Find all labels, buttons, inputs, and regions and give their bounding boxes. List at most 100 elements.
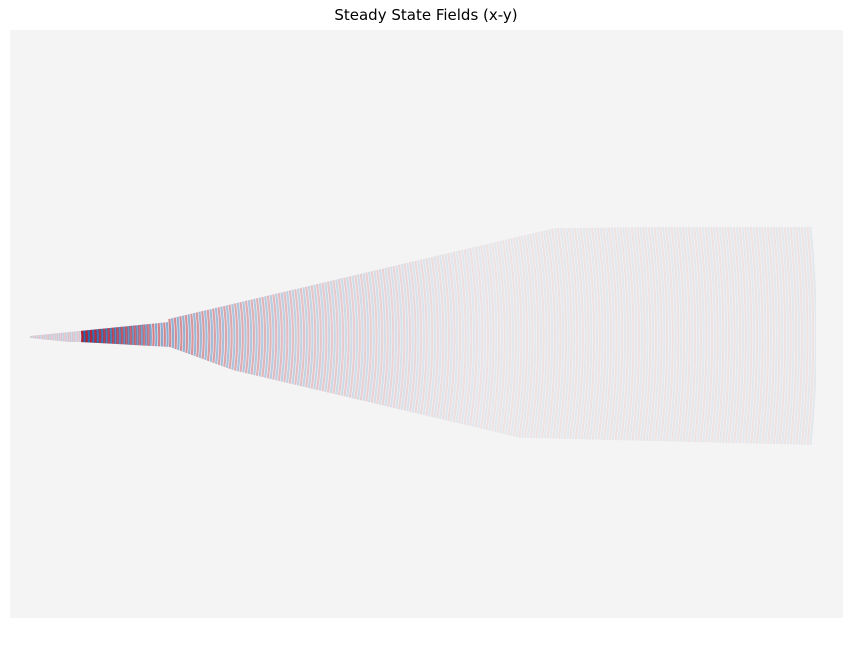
wavefront-arc — [556, 227, 568, 445]
wavefront-arc — [542, 230, 554, 444]
wavefront-arc — [217, 307, 222, 367]
wavefront-arc — [324, 281, 331, 393]
wavefront-arc — [302, 287, 308, 387]
wavefront-arc — [488, 243, 498, 431]
wavefront-arc — [253, 298, 258, 376]
wavefront-arc — [639, 226, 649, 445]
wavefront-arc — [233, 303, 239, 371]
wavefront-arc — [656, 226, 666, 445]
wavefront-arc — [758, 226, 767, 445]
wavefront-arc — [593, 226, 604, 445]
wavefront-arc — [277, 292, 283, 382]
wavefront-arc — [356, 274, 364, 400]
wavefront-arc — [515, 236, 526, 438]
wavefront-arc — [658, 226, 669, 445]
wavefront-arc — [641, 226, 652, 445]
wavefront-arc — [370, 271, 378, 403]
wavefront-arc — [337, 278, 345, 396]
wavefront-arc — [526, 234, 537, 440]
wavefront-arc — [376, 269, 384, 405]
wavefront-arc — [537, 231, 548, 443]
wavefront-arc — [610, 226, 621, 445]
wavefront-arc — [786, 226, 795, 445]
wavefront-arc — [315, 283, 322, 391]
wavefront-arc — [381, 268, 389, 406]
wavefront-arc — [584, 226, 596, 445]
wavefront-arc — [548, 229, 559, 445]
wavefront-arc — [466, 248, 476, 426]
wavefront-arc — [329, 280, 336, 394]
wavefront-arc — [596, 226, 607, 445]
wavefront-arc — [724, 226, 733, 445]
wavefront-arc — [613, 226, 624, 445]
wavefront-arc — [664, 226, 674, 445]
wavefront-arc — [602, 226, 613, 445]
wavefront-arc — [499, 240, 509, 434]
heatmap-plot-area — [10, 30, 843, 618]
wavefront-arc — [280, 292, 286, 382]
wavefront-arc — [471, 247, 481, 427]
wavefront-arc — [474, 246, 484, 428]
wavefront-arc — [321, 282, 328, 392]
wavefront-arc — [463, 249, 473, 425]
wavefront-arc — [704, 226, 714, 445]
wavefront-arc — [365, 272, 373, 402]
wavefront-arc — [209, 309, 214, 365]
wavefront-arc — [636, 226, 646, 445]
wavefront-arc — [780, 226, 789, 445]
wavefront-arc — [291, 289, 297, 385]
wavefront-arc — [395, 265, 403, 409]
wavefront-arc — [406, 262, 414, 412]
wavefront-arc — [285, 291, 292, 383]
wavefront-arc — [755, 226, 764, 445]
wavefront-arc — [460, 249, 470, 425]
wavefront-arc — [452, 251, 462, 423]
wavefront-arc — [579, 226, 590, 445]
wavefront-arc — [258, 297, 264, 377]
wavefront-arc — [113, 327, 117, 347]
wavefront-arc — [746, 226, 756, 445]
wavefront-arc — [310, 285, 317, 389]
wavefront-arc — [619, 226, 629, 445]
wavefront-arc — [778, 226, 787, 445]
wavefront-arc — [744, 226, 753, 445]
wavefront-arc — [501, 240, 512, 434]
wavefront-arc — [676, 226, 686, 445]
wavefront-arc — [490, 242, 501, 432]
wavefront-arc — [272, 294, 278, 380]
wavefront-arc — [573, 226, 584, 445]
wavefront-arc — [707, 226, 717, 445]
wavefront-arc — [228, 304, 233, 370]
wavefront-arc — [721, 226, 731, 445]
wavefront-arc — [667, 226, 677, 445]
wavefront-arc — [493, 242, 504, 432]
wavefront-arc — [599, 226, 610, 445]
wavefront-arc — [718, 226, 728, 445]
wavefront-arc — [540, 231, 551, 443]
wavefront-arc — [797, 226, 806, 445]
wavefront-arc — [111, 327, 115, 347]
wavefront-arc — [504, 239, 515, 435]
wavefront-arc — [587, 226, 599, 445]
wavefront-arc — [567, 226, 579, 445]
wavefront-arc — [236, 302, 242, 372]
plot-background — [10, 30, 843, 618]
wavefront-arc — [564, 226, 576, 445]
wavefront-arc — [203, 310, 208, 364]
wavefront-arc — [469, 247, 479, 427]
wavefront-arc — [712, 226, 722, 445]
wavefront-arc — [647, 226, 658, 445]
wavefront-arc — [318, 283, 325, 391]
wavefront-arc — [695, 226, 705, 445]
wavefront-arc — [244, 300, 250, 374]
wavefront-arc — [803, 226, 812, 445]
wavefront-arc — [551, 228, 562, 445]
wavefront-arc — [447, 253, 456, 421]
wavefront-arc — [296, 288, 303, 386]
wavefront-arc — [206, 309, 211, 365]
wavefront-arc — [389, 266, 398, 408]
wavefront-group — [30, 226, 816, 445]
wavefront-arc — [313, 284, 320, 390]
wavefront-arc — [348, 276, 356, 398]
wavefront-arc — [644, 226, 655, 445]
